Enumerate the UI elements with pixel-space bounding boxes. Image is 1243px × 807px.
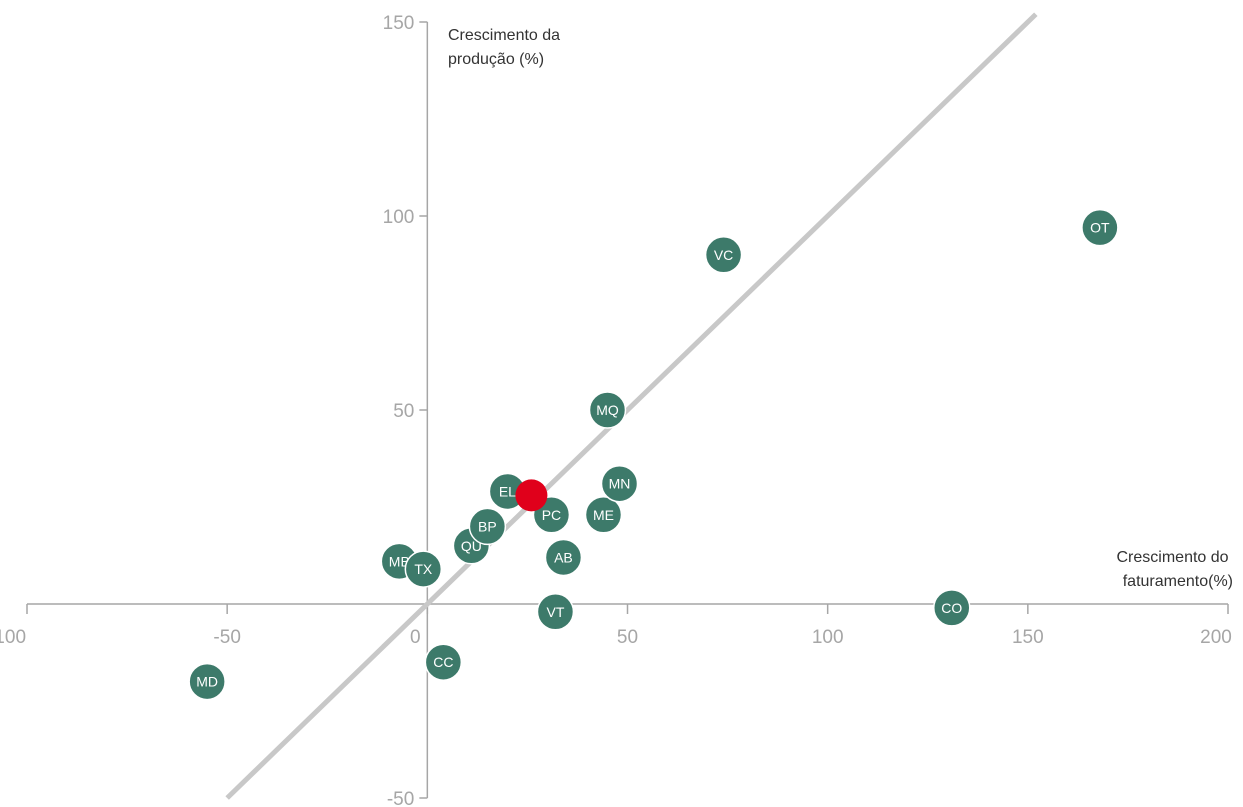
x-axis-ticks: -100 -50 0 50 100 150 200: [0, 604, 1232, 648]
data-point-marker: [584, 496, 623, 534]
data-point: TX: [404, 550, 443, 588]
data-point-marker: [468, 507, 507, 546]
reference-line: [225, 12, 1038, 800]
x-tick-label: 50: [617, 627, 638, 648]
data-point-label: AB: [554, 549, 573, 565]
data-point-label: ME: [593, 507, 614, 523]
data-point-label: CO: [941, 600, 962, 616]
x-tick-label: 0: [410, 627, 421, 648]
data-point: BP: [468, 507, 507, 546]
y-axis-title: Crescimento da produção (%): [448, 27, 565, 68]
data-point: VC: [704, 236, 743, 274]
y-tick-label: -50: [387, 789, 414, 807]
data-point-marker: [536, 593, 575, 631]
x-tick-label: 100: [812, 627, 844, 648]
data-point: MN: [600, 464, 639, 503]
x-tick-label: -50: [213, 627, 240, 648]
data-point: OT: [1081, 208, 1119, 247]
data-point-label: MQ: [596, 402, 619, 418]
x-tick-label: 150: [1012, 627, 1044, 648]
data-point-label: VC: [714, 247, 733, 263]
data-point-marker: [544, 538, 583, 577]
data-point-label: TX: [414, 561, 433, 577]
data-point-marker: [600, 464, 639, 503]
data-point-label: VT: [546, 604, 564, 620]
data-points: MD CC VT MB TX QU BP AB EL PC ME MN MQ VC OT CO: [188, 208, 1119, 701]
y-axis-title-line: Crescimento da: [448, 27, 560, 44]
data-point-marker: [404, 550, 443, 588]
data-point-marker: [704, 236, 743, 274]
data-point: VT: [536, 593, 575, 631]
data-point-label: EL: [499, 483, 516, 499]
data-point-marker: [1081, 208, 1119, 247]
x-tick-label: -100: [0, 627, 26, 648]
y-axis-ticks: -50 50 100 150: [383, 13, 428, 807]
data-point-label: PC: [542, 507, 561, 523]
x-tick-label: 200: [1200, 627, 1232, 648]
data-point: CO: [933, 589, 971, 627]
data-point-label: MB: [389, 553, 410, 569]
data-point-marker: [933, 589, 971, 627]
data-point: MD: [188, 662, 226, 701]
x-axis-title: Crescimento do faturamento(%): [1117, 549, 1234, 590]
highlight-point: [515, 479, 548, 512]
y-tick-label: 150: [383, 13, 415, 34]
y-tick-label: 50: [393, 401, 414, 422]
y-tick-label: 100: [383, 207, 415, 228]
data-point-marker: [588, 391, 627, 429]
x-axis-title-line: faturamento(%): [1123, 573, 1233, 590]
data-point-label: CC: [433, 654, 453, 670]
data-point: ME: [584, 496, 623, 534]
data-point-label: MD: [196, 674, 218, 690]
data-point: CC: [424, 643, 463, 681]
y-axis-title-line: produção (%): [448, 51, 544, 68]
data-point-marker: [188, 662, 226, 701]
data-point-label: MN: [609, 476, 631, 492]
data-point-label: OT: [1090, 220, 1110, 236]
data-point-label: QU: [461, 538, 482, 554]
data-point: MQ: [588, 391, 627, 429]
data-point-marker: [424, 643, 463, 681]
axes: -100 -50 0 50 100 150 200 -50 50 100 150: [0, 13, 1232, 807]
data-point: AB: [544, 538, 583, 577]
data-point-label: BP: [478, 518, 497, 534]
x-axis-title-line: Crescimento do: [1117, 549, 1229, 566]
